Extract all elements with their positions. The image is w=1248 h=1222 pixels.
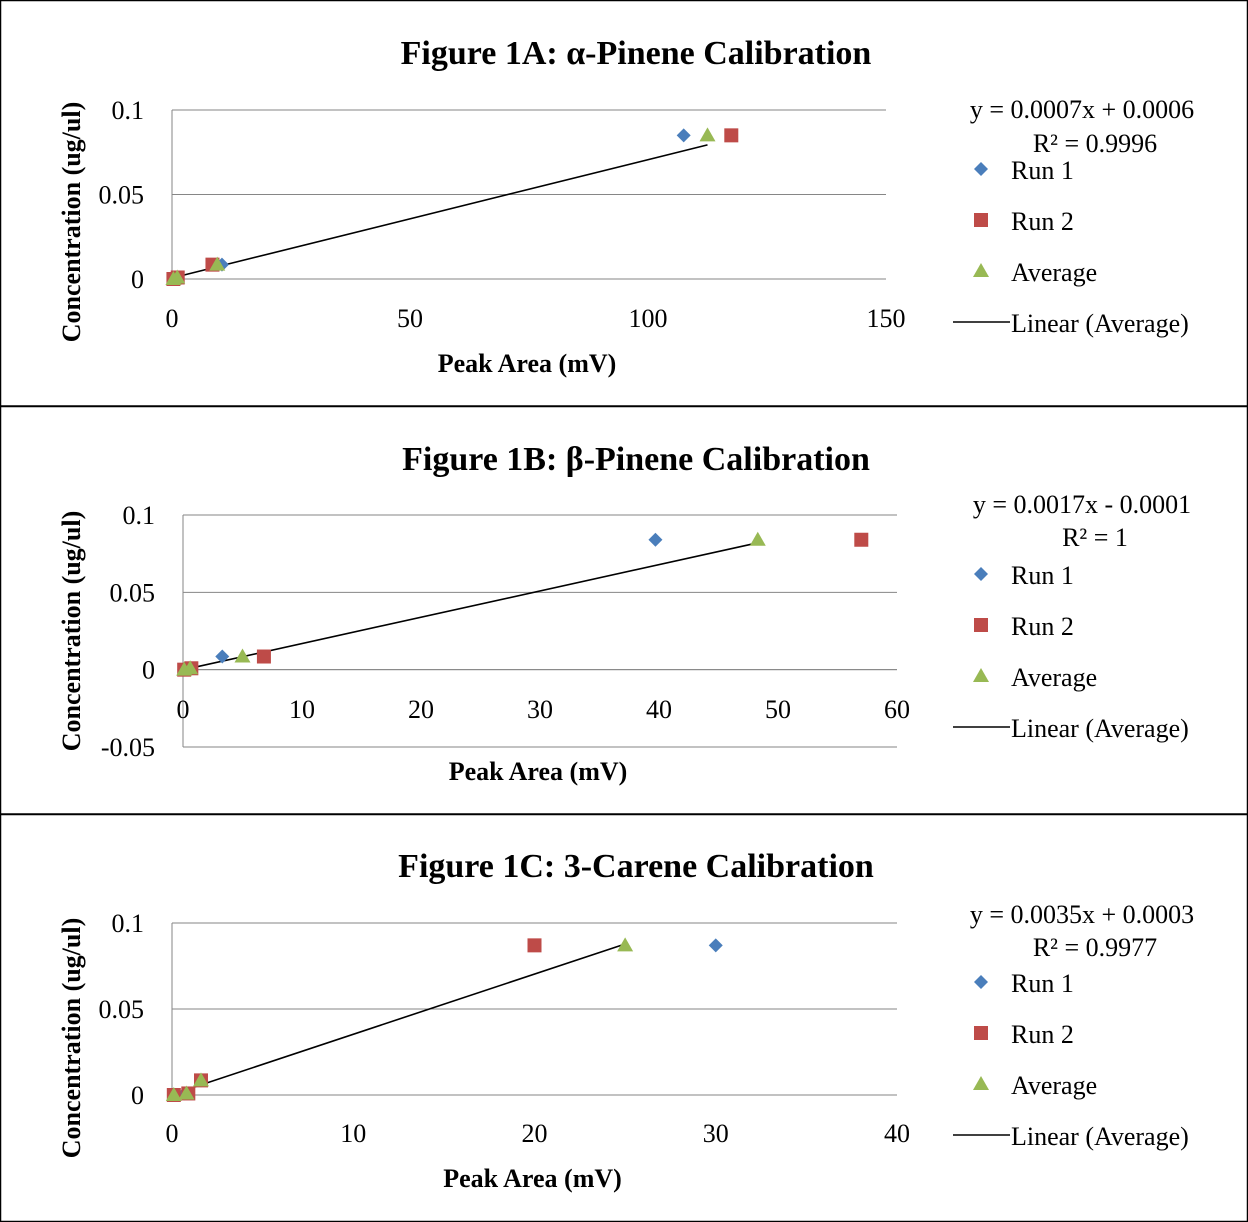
legend-label: Linear (Average) bbox=[1011, 309, 1189, 338]
legend-label: Linear (Average) bbox=[1011, 1122, 1189, 1151]
legend-label: Run 1 bbox=[1011, 561, 1074, 590]
x-tick-label: 30 bbox=[703, 1119, 729, 1148]
legend-label: Average bbox=[1011, 1071, 1097, 1100]
chart-title: Figure 1B: β-Pinene Calibration bbox=[402, 441, 870, 478]
y-tick-label: 0.1 bbox=[112, 909, 145, 938]
legend-marker-run-2 bbox=[974, 1026, 988, 1040]
data-point-average bbox=[234, 648, 251, 663]
legend-marker-run-1 bbox=[974, 975, 988, 989]
trendline-r-squared: R² = 1 bbox=[1062, 523, 1128, 552]
legend-marker-run-1 bbox=[974, 567, 988, 581]
y-tick-label: 0.05 bbox=[99, 181, 145, 210]
data-point-run-1 bbox=[215, 649, 230, 664]
legend-label: Average bbox=[1011, 258, 1097, 287]
y-tick-label: 0.1 bbox=[112, 96, 145, 125]
x-tick-label: 10 bbox=[340, 1119, 366, 1148]
legend-label: Run 1 bbox=[1011, 969, 1074, 998]
legend-label: Linear (Average) bbox=[1011, 714, 1189, 743]
x-tick-label: 10 bbox=[289, 695, 315, 724]
x-tick-label: 20 bbox=[408, 695, 434, 724]
data-point-average bbox=[699, 127, 716, 142]
chart-svg: Figure 1C: 3-Carene Calibration 0 0.05 0.1 0… bbox=[0, 814, 1248, 1222]
y-axis-label: Concentration (ug/ul) bbox=[57, 102, 86, 343]
data-point-run-2 bbox=[854, 532, 869, 547]
trendline-linear-average bbox=[171, 943, 626, 1096]
y-tick-label: 0 bbox=[131, 1081, 144, 1110]
x-tick-label: 0 bbox=[166, 1119, 179, 1148]
x-axis-label: Peak Area (mV) bbox=[443, 1164, 622, 1193]
chart-title: Figure 1C: 3-Carene Calibration bbox=[398, 848, 874, 885]
chart-panel-3-carene: Figure 1C: 3-Carene Calibration 0 0.05 0.1 0… bbox=[0, 814, 1248, 1222]
data-point-average bbox=[165, 1087, 182, 1101]
x-axis-label: Peak Area (mV) bbox=[449, 757, 628, 786]
y-axis-label: Concentration (ug/ul) bbox=[57, 511, 86, 752]
x-tick-label: 40 bbox=[884, 1119, 910, 1148]
x-axis-label: Peak Area (mV) bbox=[438, 349, 617, 378]
data-point-run-1 bbox=[708, 938, 723, 953]
chart-panel-alpha-pinene: Figure 1A: α-Pinene Calibration 0 0.05 0.1 0… bbox=[0, 0, 1248, 406]
data-point-average bbox=[193, 1072, 209, 1087]
y-tick-label: 0.1 bbox=[123, 501, 156, 530]
data-point-run-2 bbox=[527, 938, 542, 953]
trendline-equation: y = 0.0017x - 0.0001 bbox=[973, 490, 1191, 519]
legend-marker-run-2 bbox=[974, 213, 988, 227]
chart-title: Figure 1A: α-Pinene Calibration bbox=[401, 35, 872, 72]
legend-label: Run 2 bbox=[1011, 612, 1074, 641]
x-tick-label: 40 bbox=[646, 695, 672, 724]
legend-marker-run-2 bbox=[974, 618, 988, 632]
data-point-average bbox=[182, 660, 199, 675]
trendline-linear-average bbox=[171, 144, 708, 279]
x-tick-label: 60 bbox=[884, 695, 910, 724]
y-axis-label: Concentration (ug/ul) bbox=[57, 918, 86, 1159]
chart-svg: Figure 1A: α-Pinene Calibration 0 0.05 0.1 0… bbox=[0, 0, 1248, 406]
y-tick-label: 0.05 bbox=[110, 578, 156, 607]
data-point-average bbox=[749, 531, 766, 546]
data-point-run-2 bbox=[256, 649, 271, 664]
x-tick-label: 0 bbox=[177, 695, 190, 724]
trendline-r-squared: R² = 0.9977 bbox=[1033, 933, 1157, 962]
trendline-linear-average bbox=[182, 542, 758, 671]
x-tick-label: 100 bbox=[629, 304, 668, 333]
legend-marker-run-1 bbox=[974, 162, 988, 176]
data-point-run-1 bbox=[648, 532, 663, 547]
legend-marker-average bbox=[973, 668, 989, 682]
legend-label: Run 2 bbox=[1011, 207, 1074, 236]
legend-label: Run 1 bbox=[1011, 156, 1074, 185]
data-point-run-2 bbox=[724, 128, 739, 143]
data-point-average bbox=[209, 256, 226, 271]
x-tick-label: 50 bbox=[765, 695, 791, 724]
x-tick-label: 20 bbox=[522, 1119, 548, 1148]
y-tick-label: -0.05 bbox=[101, 733, 155, 762]
legend-marker-average bbox=[973, 1076, 989, 1090]
x-tick-label: 150 bbox=[867, 304, 906, 333]
trendline-equation: y = 0.0035x + 0.0003 bbox=[970, 900, 1194, 929]
trendline-equation: y = 0.0007x + 0.0006 bbox=[970, 95, 1194, 124]
data-point-average bbox=[617, 937, 634, 952]
chart-svg: Figure 1B: β-Pinene Calibration -0.05 0 0.0… bbox=[0, 406, 1248, 814]
y-tick-label: 0 bbox=[142, 656, 155, 685]
y-tick-label: 0.05 bbox=[99, 995, 145, 1024]
x-tick-label: 50 bbox=[397, 304, 423, 333]
x-tick-label: 30 bbox=[527, 695, 553, 724]
data-point-average bbox=[178, 1085, 195, 1100]
data-point-average bbox=[169, 269, 186, 284]
x-tick-label: 0 bbox=[166, 304, 179, 333]
data-point-run-1 bbox=[676, 128, 691, 143]
legend-label: Run 2 bbox=[1011, 1020, 1074, 1049]
legend-marker-average bbox=[973, 263, 989, 277]
legend-label: Average bbox=[1011, 663, 1097, 692]
chart-panel-beta-pinene: Figure 1B: β-Pinene Calibration -0.05 0 0.0… bbox=[0, 406, 1248, 814]
trendline-r-squared: R² = 0.9996 bbox=[1033, 129, 1157, 158]
y-tick-label: 0 bbox=[131, 265, 144, 294]
